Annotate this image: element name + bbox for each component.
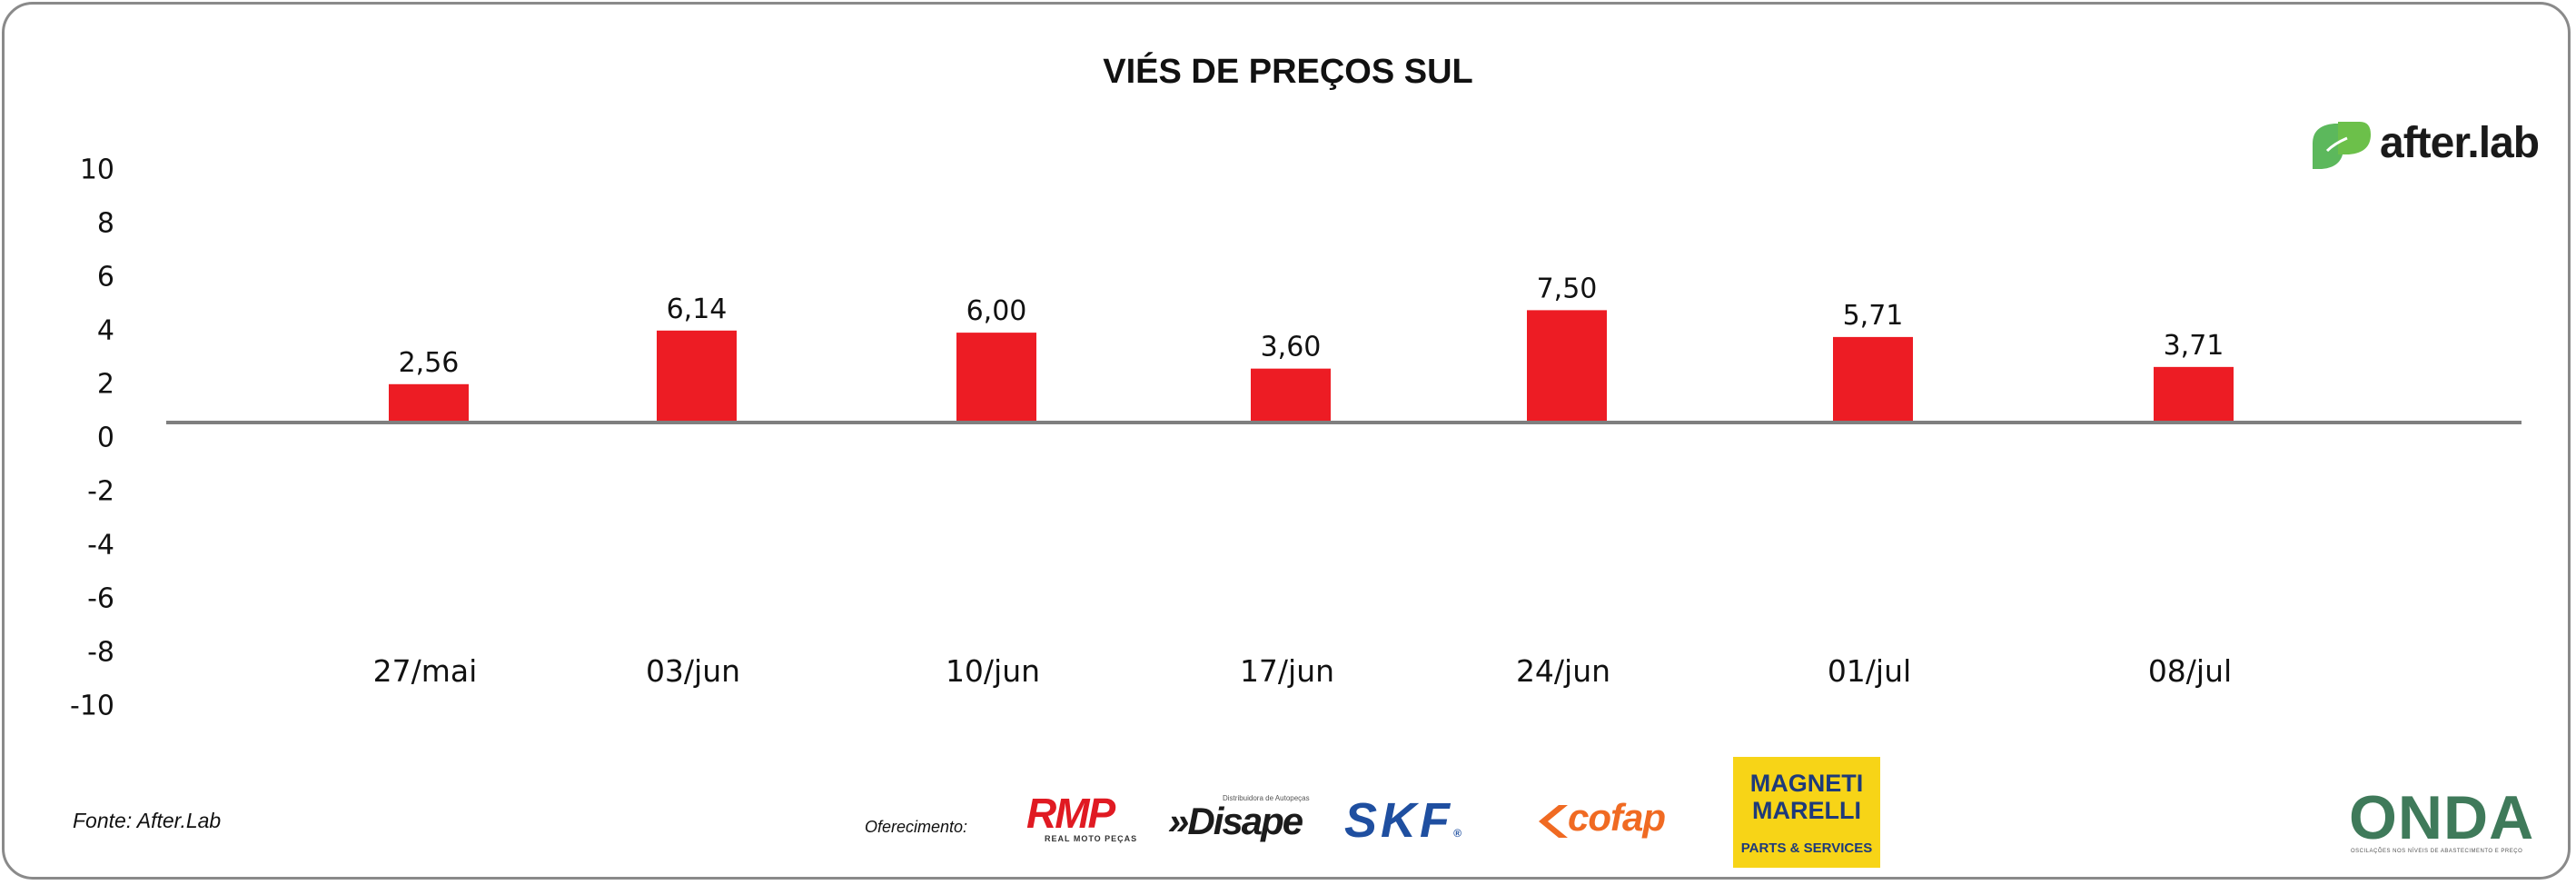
skf-logo-text: SKF: [1344, 793, 1453, 848]
data-label: 6,00: [966, 295, 1027, 327]
y-tick-label: -8: [87, 637, 114, 669]
bar-27/mai: [389, 383, 469, 423]
rmp-logo-subtext: REAL MOTO PEÇAS: [1045, 834, 1138, 843]
bar-03/jun: [657, 330, 737, 423]
disape-logo-text: »Disape: [1168, 800, 1303, 842]
magneti-marelli-logo-text: MAGNETI MARELLI: [1733, 770, 1880, 824]
disape-logo: Distribuidora de Autopeças »Disape: [1168, 792, 1323, 847]
y-tick-label: -4: [87, 530, 114, 562]
cofap-logo: cofap: [1535, 796, 1708, 841]
onda-logo: ONDA OSCILAÇÕES NOS NÍVEIS DE ABASTECIME…: [2347, 787, 2538, 861]
bar-17/jun: [1251, 368, 1331, 423]
data-labels: 2,56 6,14 6,00 3,60 7,50 5,71 3,71: [399, 273, 2224, 378]
chart-title: VIÉS DE PREÇOS SUL: [1103, 53, 1473, 91]
y-axis-ticks: 10 8 6 4 2 0 -2 -4 -6 -8 -10: [70, 154, 114, 722]
afterlab-logo-text: after.lab: [2380, 119, 2540, 167]
data-label: 3,71: [2164, 330, 2224, 362]
y-tick-label: 6: [97, 262, 114, 293]
rmp-logo-text: RMP: [1026, 790, 1115, 837]
y-tick-label: 8: [97, 208, 114, 240]
x-tick-label: 01/jul: [1828, 653, 1911, 689]
magneti-logo-line1: MAGNETI: [1749, 770, 1864, 797]
cofap-chevron-icon: [1539, 805, 1568, 838]
y-tick-label: 10: [80, 154, 114, 186]
bar-10/jun: [956, 333, 1036, 423]
y-tick-label: 2: [97, 369, 114, 401]
data-label: 3,60: [1261, 332, 1322, 363]
magneti-marelli-subtext: PARTS & SERVICES: [1740, 840, 1873, 856]
bar-08/jul: [2154, 366, 2234, 423]
x-tick-label: 10/jun: [946, 653, 1040, 689]
y-tick-label: -6: [87, 583, 114, 615]
data-label: 2,56: [399, 347, 460, 379]
onda-logo-subtext: OSCILAÇÕES NOS NÍVEIS DE ABASTECIMENTO E…: [2351, 849, 2523, 854]
x-tick-label: 03/jun: [646, 653, 740, 689]
marelli-logo-line2: MARELLI: [1752, 797, 1861, 824]
data-label: 6,14: [667, 293, 728, 325]
x-tick-label: 27/mai: [373, 653, 478, 689]
skf-logo: SKF®: [1344, 796, 1461, 858]
data-label: 7,50: [1537, 273, 1598, 304]
bar-01/jul: [1833, 336, 1913, 423]
cofap-logo-text: cofap: [1568, 796, 1666, 839]
y-tick-label: -2: [87, 476, 114, 508]
afterlab-leaf-icon: [2313, 122, 2371, 169]
disape-logo-tagline: Distribuidora de Autopeças: [1223, 794, 1310, 802]
onda-logo-text: ONDA: [2349, 783, 2535, 852]
y-tick-label: -10: [70, 691, 114, 722]
y-tick-label: 4: [97, 315, 114, 347]
afterlab-logo: after.lab: [2307, 116, 2561, 174]
data-label: 5,71: [1843, 300, 1904, 332]
x-tick-label: 08/jul: [2148, 653, 2232, 689]
registered-mark-icon: ®: [1453, 827, 1461, 840]
source-text: Fonte: After.Lab: [73, 809, 222, 832]
x-axis-ticks: 27/mai 03/jun 10/jun 17/jun 24/jun 01/jul 08/j…: [373, 653, 2233, 689]
bar-24/jun: [1527, 310, 1607, 423]
x-tick-label: 24/jun: [1516, 653, 1610, 689]
sponsor-label: Oferecimento:: [865, 818, 968, 836]
rmp-logo: RMP REAL MOTO PEÇAS: [1026, 792, 1144, 845]
magneti-marelli-logo: MAGNETI MARELLI PARTS & SERVICES: [1733, 757, 1880, 868]
y-tick-label: 0: [97, 423, 114, 454]
x-tick-label: 17/jun: [1240, 653, 1334, 689]
bar-series: [389, 310, 2234, 423]
